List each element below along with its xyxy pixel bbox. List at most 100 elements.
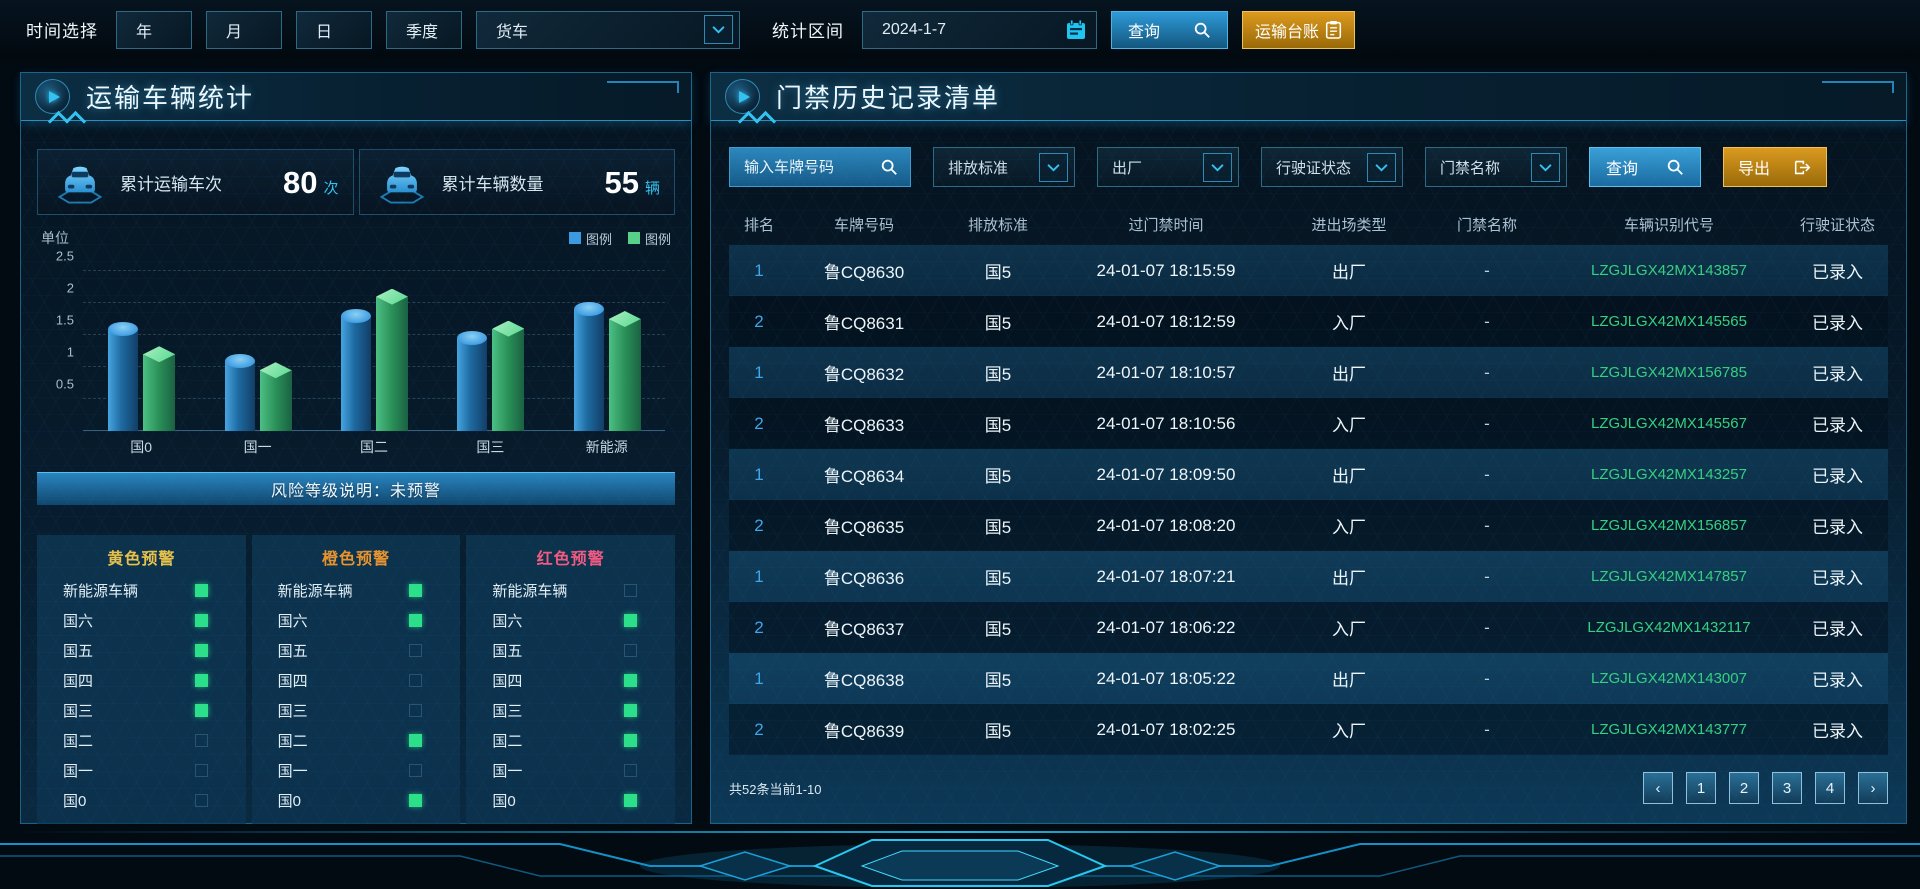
table-row[interactable]: 2 鲁CQ8639 国5 24-01-07 18:02:25 入厂 - LZGJLGX42M… xyxy=(729,704,1888,755)
period-button-group: 年月日季度 xyxy=(116,10,462,49)
status-indicator-on xyxy=(194,613,208,627)
warning-item: 国三 xyxy=(252,695,461,725)
y-axis-tick-label: 2 xyxy=(66,280,74,296)
bar-series2-0 xyxy=(143,346,176,431)
period-button-0[interactable]: 年 xyxy=(116,10,192,49)
clipboard-icon xyxy=(1325,20,1342,39)
vin-cell: LZGJLGX42MX145565 xyxy=(1591,313,1747,330)
table-row[interactable]: 1 鲁CQ8630 国5 24-01-07 18:15:59 出厂 - LZGJLGX42M… xyxy=(729,245,1888,296)
warning-column-title: 黄色预警 xyxy=(107,551,176,568)
license-status-cell: 已录入 xyxy=(1812,314,1863,333)
warning-item: 国四 xyxy=(466,665,675,695)
page-button-1[interactable]: 1 xyxy=(1686,772,1716,804)
page-button-2[interactable]: 2 xyxy=(1729,772,1759,804)
column-header-3: 过门禁时间 xyxy=(1128,216,1204,234)
calendar-icon[interactable] xyxy=(1064,18,1088,42)
period-button-3[interactable]: 季度 xyxy=(386,10,462,49)
rank-cell: 2 xyxy=(754,617,764,637)
page-button-group: ‹ 1 2 3 4 › xyxy=(1643,772,1888,804)
period-button-1[interactable]: 月 xyxy=(206,10,282,49)
standard-cell: 国5 xyxy=(984,314,1012,333)
filter-dropdown-3[interactable]: 门禁名称 xyxy=(1425,147,1567,187)
plate-cell: 鲁CQ8634 xyxy=(823,467,905,486)
bottom-tech-decoration xyxy=(0,824,1920,889)
filter-dropdown-0[interactable]: 排放标准 xyxy=(933,147,1075,187)
table-row[interactable]: 2 鲁CQ8637 国5 24-01-07 18:06:22 入厂 - LZGJLGX42M… xyxy=(729,602,1888,653)
page-button-4[interactable]: 4 xyxy=(1815,772,1845,804)
table-row[interactable]: 1 鲁CQ8634 国5 24-01-07 18:09:50 出厂 - LZGJLGX42M… xyxy=(729,449,1888,500)
period-button-2[interactable]: 日 xyxy=(296,10,372,49)
range-label: 统计区间 xyxy=(772,22,844,41)
table-row[interactable]: 1 鲁CQ8632 国5 24-01-07 18:10:57 出厂 - LZGJLGX42M… xyxy=(729,347,1888,398)
gate-name-cell: - xyxy=(1484,311,1490,331)
filter-dropdown-1[interactable]: 出厂 xyxy=(1097,147,1239,187)
table-row[interactable]: 2 鲁CQ8633 国5 24-01-07 18:10:56 入厂 - LZGJLGX42M… xyxy=(729,398,1888,449)
plate-cell: 鲁CQ8639 xyxy=(823,722,905,741)
table-query-button[interactable]: 查询 xyxy=(1589,147,1701,187)
warning-item: 国一 xyxy=(37,755,246,785)
rank-cell: 1 xyxy=(754,566,764,586)
query-button[interactable]: 查询 xyxy=(1111,10,1228,49)
export-button[interactable]: 导出 xyxy=(1723,147,1827,187)
status-indicator-off xyxy=(194,733,208,747)
search-icon[interactable] xyxy=(880,158,898,176)
column-header-6: 车辆识别代号 xyxy=(1623,216,1714,234)
status-indicator-on xyxy=(409,613,423,627)
chart-gridline xyxy=(83,398,665,399)
stat-card-0: 累计运输车次 80 次 xyxy=(37,149,354,215)
gate-type-cell: 入厂 xyxy=(1332,416,1366,435)
standard-cell: 国5 xyxy=(984,263,1012,282)
warning-item: 国六 xyxy=(466,605,675,635)
double-caret-decoration xyxy=(47,110,87,133)
date-range-input[interactable]: 2024-1-7 xyxy=(862,10,1097,49)
gate-name-cell: - xyxy=(1484,362,1490,382)
stat-label: 累计运输车次 xyxy=(120,174,222,194)
table-query-label: 查询 xyxy=(1606,161,1639,178)
filter-bar: 排放标准 出厂 行驶证状态 门禁名称 查询 导出 xyxy=(729,147,1888,187)
table-row[interactable]: 2 鲁CQ8631 国5 24-01-07 18:12:59 入厂 - LZGJLGX42M… xyxy=(729,296,1888,347)
filter-dropdown-2[interactable]: 行驶证状态 xyxy=(1261,147,1403,187)
standard-cell: 国5 xyxy=(984,365,1012,384)
gate-name-cell: - xyxy=(1484,668,1490,688)
plate-search-box[interactable] xyxy=(729,147,911,187)
status-indicator-on xyxy=(624,793,638,807)
chart-gridline xyxy=(83,302,665,303)
column-header-2: 排放标准 xyxy=(967,216,1028,234)
vehicle-type-select[interactable]: 货车 xyxy=(476,10,740,49)
bar-cap xyxy=(259,362,292,379)
gate-name-cell: - xyxy=(1484,719,1490,739)
status-indicator-on xyxy=(194,673,208,687)
table-row[interactable]: 2 鲁CQ8635 国5 24-01-07 18:08:20 入厂 - LZGJLGX42M… xyxy=(729,500,1888,551)
bar-series1-3 xyxy=(457,331,488,431)
warning-column-title: 红色预警 xyxy=(536,551,605,568)
chart-unit-label: 单位 xyxy=(41,230,69,246)
transport-ledger-button[interactable]: 运输台账 xyxy=(1242,10,1355,49)
page-next-button[interactable]: › xyxy=(1858,772,1888,804)
plate-cell: 鲁CQ8632 xyxy=(823,365,905,384)
status-indicator-on xyxy=(194,583,208,597)
license-status-cell: 已录入 xyxy=(1812,416,1863,435)
table-row[interactable]: 1 鲁CQ8636 国5 24-01-07 18:07:21 出厂 - LZGJLGX42M… xyxy=(729,551,1888,602)
warning-columns: 黄色预警 新能源车辆 国六 国五 国四 国三 国二 国一 国0 橙色预警 新能源车辆 国六 国五 国四 国三… xyxy=(37,535,676,827)
legend-item-0[interactable]: 图例 xyxy=(568,229,612,248)
legend-item-1[interactable]: 图例 xyxy=(627,229,671,248)
header-corner-decoration xyxy=(1822,81,1894,93)
page-button-3[interactable]: 3 xyxy=(1772,772,1802,804)
rank-cell: 2 xyxy=(754,311,764,331)
plate-cell: 鲁CQ8633 xyxy=(823,416,905,435)
chart-gridline xyxy=(83,334,665,335)
warning-item-label: 国一 xyxy=(492,762,523,780)
plate-search-input[interactable] xyxy=(736,157,880,177)
plate-cell: 鲁CQ8630 xyxy=(823,263,905,282)
page-prev-button[interactable]: ‹ xyxy=(1643,772,1673,804)
time-cell: 24-01-07 18:10:56 xyxy=(1096,413,1236,433)
rank-cell: 1 xyxy=(754,668,764,688)
warning-column-title: 橙色预警 xyxy=(322,551,391,568)
time-cell: 24-01-07 18:05:22 xyxy=(1096,668,1236,688)
warning-item-label: 国六 xyxy=(63,612,94,630)
chevron-down-icon xyxy=(1367,152,1396,182)
table-row[interactable]: 1 鲁CQ8638 国5 24-01-07 18:05:22 出厂 - LZGJLGX42M… xyxy=(729,653,1888,704)
warning-item: 国三 xyxy=(37,695,246,725)
stat-card-row: 累计运输车次 80 次 累计车辆数量 55 辆 xyxy=(37,149,675,215)
header-corner-decoration xyxy=(607,81,679,93)
